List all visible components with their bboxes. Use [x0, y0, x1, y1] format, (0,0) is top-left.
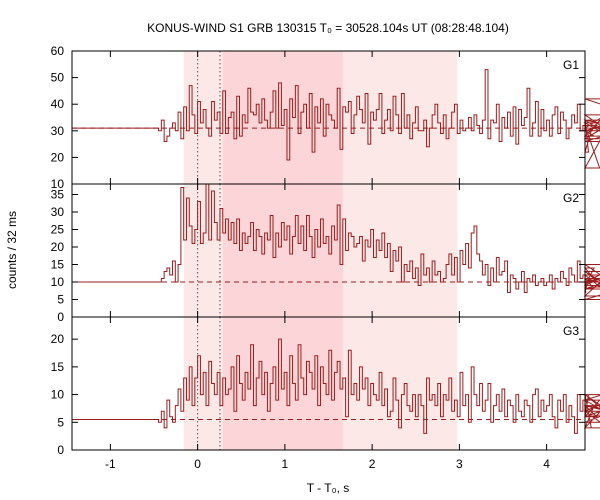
- y-tick-label: 20: [51, 240, 65, 254]
- y-tick-label: 15: [51, 258, 65, 272]
- y-tick-label: 30: [51, 124, 65, 138]
- count-rate-trace: [72, 69, 600, 169]
- panel-g2: 0 5 10 15 20 25 30 35 G2: [51, 183, 600, 324]
- x-tick-label: 1: [282, 457, 289, 471]
- count-rate-trace: [72, 183, 600, 300]
- panel-g3: 0 5 10 15 20 -1 0 1 2 3 4 G3: [51, 316, 600, 471]
- y-tick-label: 10: [51, 275, 65, 289]
- y-tick-label: 5: [57, 293, 64, 307]
- y-tick-label: 0: [57, 443, 64, 457]
- y-tick-label: 20: [51, 150, 65, 164]
- x-axis-label: T - T₀, s: [307, 481, 350, 495]
- y-axis-label: counts / 32 ms: [5, 211, 19, 289]
- y-tick-label: 10: [51, 388, 65, 402]
- y-tick-label: 20: [51, 332, 65, 346]
- y-tick-label: 30: [51, 205, 65, 219]
- y-tick-label: 35: [51, 188, 65, 202]
- y-tick-label: 10: [51, 177, 65, 191]
- x-tick-label: 3: [456, 457, 463, 471]
- x-tick-label: 0: [194, 457, 201, 471]
- y-tick-label: 0: [57, 310, 64, 324]
- shaded-interval-2: [222, 51, 343, 184]
- count-rate-trace: [72, 338, 600, 434]
- x-tick-label: 4: [543, 457, 550, 471]
- x-tick-label: -1: [105, 457, 116, 471]
- panel-label: G3: [563, 324, 579, 338]
- panel-g1: 10 20 30 40 50 60 G1: [51, 44, 600, 191]
- panel-label: G1: [563, 58, 579, 72]
- panel-frame: [71, 316, 586, 451]
- y-tick-label: 15: [51, 360, 65, 374]
- chart-title: KONUS-WIND S1 GRB 130315 T₀ = 30528.104s…: [147, 21, 509, 35]
- x-tick-label: 2: [369, 457, 376, 471]
- panel-label: G2: [563, 191, 579, 205]
- y-tick-label: 40: [51, 97, 65, 111]
- y-tick-label: 5: [57, 415, 64, 429]
- y-tick-label: 60: [51, 44, 65, 58]
- y-tick-label: 50: [51, 71, 65, 85]
- y-tick-label: 25: [51, 223, 65, 237]
